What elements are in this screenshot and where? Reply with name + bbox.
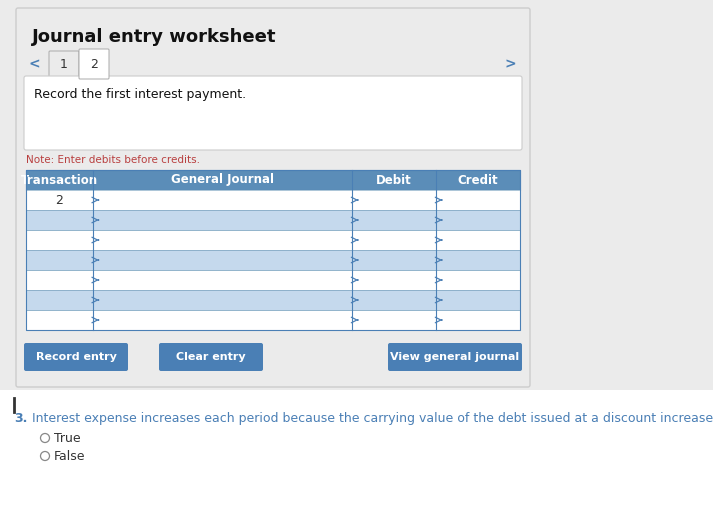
Text: 2: 2 [56, 194, 63, 207]
FancyBboxPatch shape [16, 8, 530, 387]
Text: Journal entry worksheet: Journal entry worksheet [32, 28, 277, 46]
Bar [26, 310, 520, 330]
Text: Record entry: Record entry [36, 352, 116, 362]
Text: Transaction: Transaction [21, 174, 98, 187]
Text: <: < [28, 57, 40, 71]
Bar [26, 290, 520, 310]
Text: True: True [54, 431, 81, 444]
FancyBboxPatch shape [24, 343, 128, 371]
Text: Note: Enter debits before credits.: Note: Enter debits before credits. [26, 155, 200, 165]
Text: Record the first interest payment.: Record the first interest payment. [34, 88, 246, 101]
Text: General Journal: General Journal [171, 174, 274, 187]
Bar [26, 270, 520, 290]
Bar [26, 290, 520, 310]
FancyBboxPatch shape [24, 76, 522, 150]
Bar [26, 210, 520, 230]
Bar [26, 250, 520, 270]
Text: 1: 1 [60, 57, 68, 70]
Bar [26, 230, 520, 250]
Bar [26, 190, 520, 210]
Text: Clear entry: Clear entry [176, 352, 246, 362]
Bar [0, 390, 713, 526]
Text: View general journal: View general journal [391, 352, 520, 362]
FancyBboxPatch shape [159, 343, 263, 371]
Bar [26, 310, 520, 330]
Text: Interest expense increases each period because the carrying value of the debt is: Interest expense increases each period b… [28, 412, 713, 425]
Bar [26, 270, 520, 290]
Bar [26, 170, 520, 330]
FancyBboxPatch shape [388, 343, 522, 371]
Bar [26, 250, 520, 270]
FancyBboxPatch shape [49, 51, 79, 77]
Text: 2: 2 [90, 57, 98, 70]
Text: False: False [54, 450, 86, 462]
Text: 3.: 3. [14, 412, 27, 425]
Bar [26, 190, 520, 210]
Text: Debit: Debit [376, 174, 412, 187]
FancyBboxPatch shape [79, 49, 109, 79]
Bar [26, 230, 520, 250]
Bar [26, 210, 520, 230]
Text: Credit: Credit [458, 174, 498, 187]
Text: >: > [504, 57, 516, 71]
Bar [26, 170, 520, 190]
